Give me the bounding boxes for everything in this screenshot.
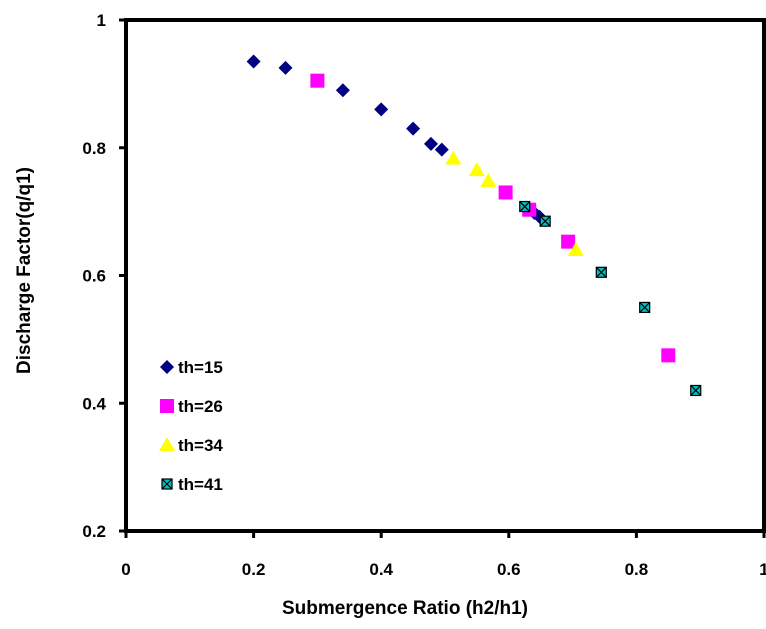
data-point xyxy=(595,266,607,278)
y-axis-ticks: 0.2 0.4 0.6 0.8 1 xyxy=(82,11,126,541)
y-tick-label: 0.4 xyxy=(82,394,106,413)
x-tick-label: 1 xyxy=(759,560,766,579)
legend-item: th=34 xyxy=(159,436,223,455)
data-point xyxy=(310,73,325,88)
data-point xyxy=(539,215,551,227)
x-tick-label: 0.6 xyxy=(497,560,521,579)
data-point xyxy=(690,384,702,397)
x-tick-label: 0.4 xyxy=(369,560,393,579)
data-point xyxy=(661,348,676,363)
x-axis-ticks: 0 0.2 0.4 0.6 0.8 1 xyxy=(121,531,766,579)
series-3 xyxy=(445,150,584,256)
data-point xyxy=(423,136,438,151)
x-tick-label: 0 xyxy=(121,560,130,579)
legend-label: th=41 xyxy=(178,475,223,494)
legend-item: th=15 xyxy=(160,358,223,377)
legend-item: th=26 xyxy=(160,397,223,416)
data-markers xyxy=(246,54,702,397)
data-point xyxy=(468,162,485,177)
data-point xyxy=(335,83,350,98)
legend-marker xyxy=(160,360,174,374)
legend-label: th=26 xyxy=(178,397,223,416)
data-point xyxy=(498,185,513,200)
y-tick-label: 0.2 xyxy=(82,522,106,541)
legend-marker xyxy=(159,437,175,451)
x-axis-title: Submergence Ratio (h2/h1) xyxy=(282,598,528,619)
data-point xyxy=(246,54,261,69)
data-point xyxy=(519,200,531,213)
legend-marker xyxy=(160,399,174,413)
data-point xyxy=(434,142,449,157)
data-point xyxy=(278,60,293,75)
legend-marker xyxy=(161,478,173,490)
legend-label: th=15 xyxy=(178,358,223,377)
data-point xyxy=(480,172,497,187)
y-tick-label: 0.8 xyxy=(82,139,106,158)
data-point xyxy=(445,150,462,165)
series-2 xyxy=(310,73,676,363)
x-tick-label: 0.2 xyxy=(242,560,266,579)
data-point xyxy=(561,234,576,249)
x-tick-label: 0.8 xyxy=(625,560,649,579)
legend: th=15 th=26 th=34 th=41 xyxy=(159,358,223,494)
legend-label: th=34 xyxy=(178,436,223,455)
legend-item: th=41 xyxy=(161,475,223,494)
data-point xyxy=(374,102,389,117)
series-4 xyxy=(519,200,702,397)
y-tick-label: 1 xyxy=(97,11,106,30)
data-point xyxy=(639,301,651,314)
y-tick-label: 0.6 xyxy=(82,267,106,286)
data-point xyxy=(406,121,421,136)
data-point xyxy=(567,241,584,256)
y-axis-title: Discharge Factor(q/q1) xyxy=(14,167,35,374)
